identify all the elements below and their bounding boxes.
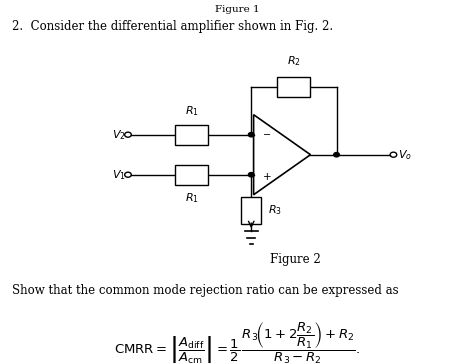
- Text: 2.  Consider the differential amplifier shown in Fig. 2.: 2. Consider the differential amplifier s…: [12, 20, 333, 33]
- Text: Show that the common mode rejection ratio can be expressed as: Show that the common mode rejection rati…: [12, 284, 399, 297]
- Bar: [277, 77, 310, 97]
- Text: $V_o$: $V_o$: [398, 148, 412, 162]
- Text: $\mathrm{CMRR} = \left|\dfrac{A_{\mathrm{diff}}}{A_{\mathrm{cm}}}\right|= \dfrac: $\mathrm{CMRR} = \left|\dfrac{A_{\mathrm…: [114, 320, 360, 364]
- Text: Figure 1: Figure 1: [215, 5, 259, 15]
- Text: $R_2$: $R_2$: [287, 55, 301, 68]
- Circle shape: [248, 132, 254, 137]
- Circle shape: [248, 173, 254, 177]
- Text: $R_1$: $R_1$: [184, 191, 199, 205]
- Bar: [241, 197, 261, 224]
- Text: $-$: $-$: [262, 128, 271, 138]
- Bar: [175, 124, 208, 145]
- Text: $V_1$: $V_1$: [112, 168, 126, 182]
- Bar: [175, 165, 208, 185]
- Text: $+$: $+$: [262, 171, 272, 182]
- Text: Figure 2: Figure 2: [270, 253, 320, 266]
- Circle shape: [334, 153, 339, 157]
- Text: $V_2$: $V_2$: [112, 128, 126, 142]
- Text: $R_1$: $R_1$: [184, 104, 199, 118]
- Text: $R_3$: $R_3$: [268, 203, 282, 217]
